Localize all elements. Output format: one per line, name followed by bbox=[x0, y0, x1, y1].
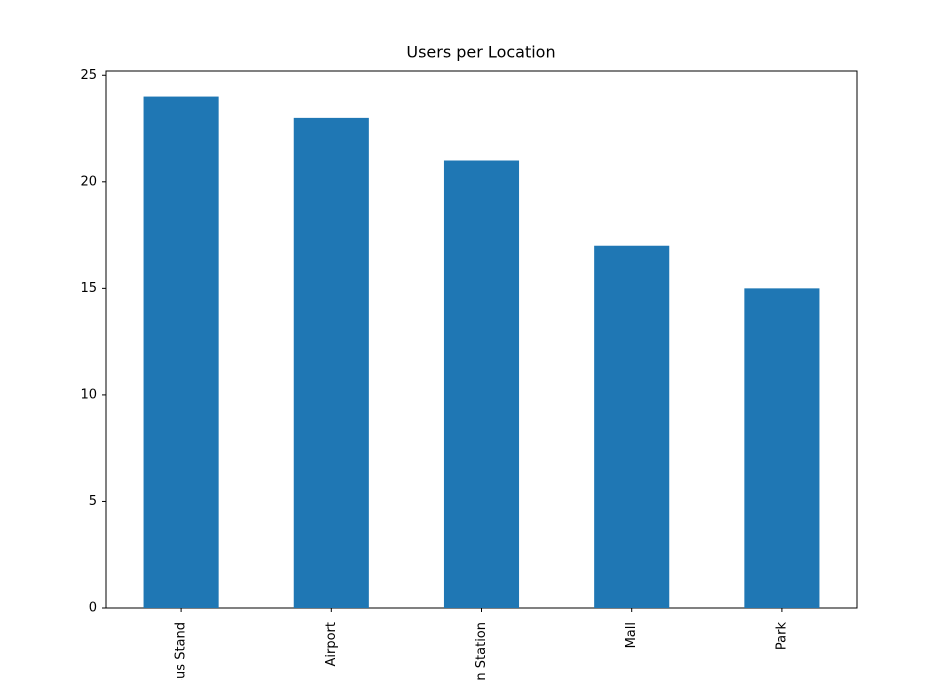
y-tick-label: 0 bbox=[89, 601, 97, 616]
bar bbox=[744, 288, 820, 608]
bar bbox=[443, 160, 520, 608]
bar bbox=[594, 245, 670, 608]
y-tick-label: 5 bbox=[89, 494, 97, 509]
bar bbox=[143, 96, 219, 609]
y-tick-label: 20 bbox=[80, 174, 97, 189]
x-tick-label: Mall bbox=[624, 622, 639, 648]
x-tick-label: Airport bbox=[324, 622, 339, 667]
x-tick-label: Bus Stand bbox=[174, 622, 189, 680]
bar bbox=[293, 117, 369, 608]
x-tick-label: Train Station bbox=[474, 622, 489, 680]
y-tick-label: 10 bbox=[80, 387, 97, 402]
chart-title: Users per Location bbox=[406, 43, 555, 62]
y-tick-label: 15 bbox=[80, 281, 97, 296]
y-tick-label: 25 bbox=[80, 68, 97, 83]
x-tick-label: Park bbox=[774, 622, 789, 651]
